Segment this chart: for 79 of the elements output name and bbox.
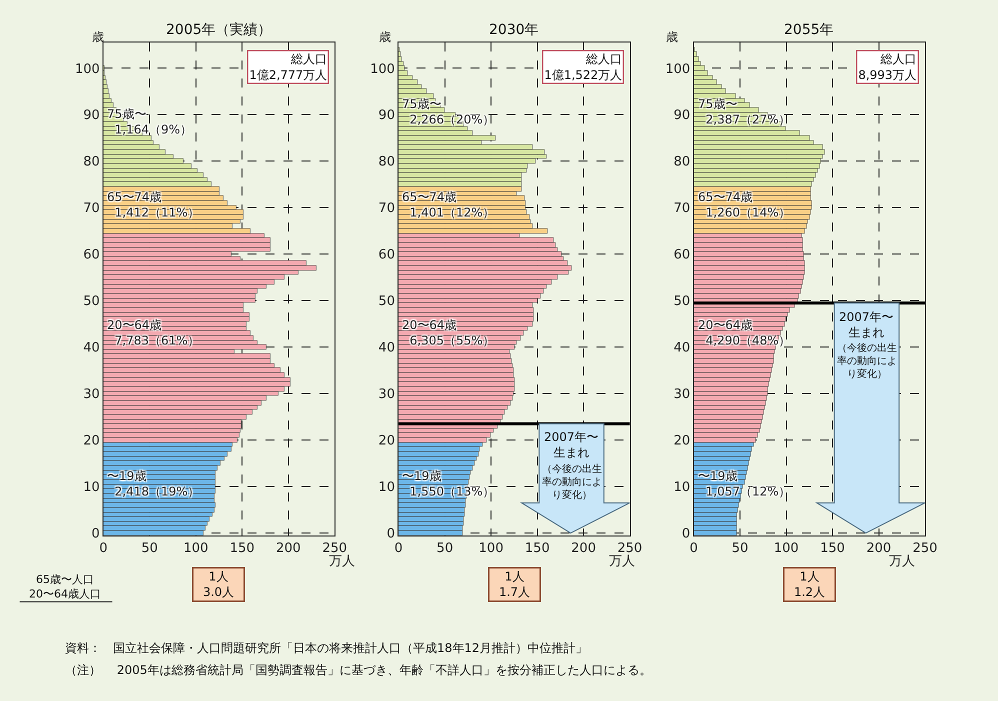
annotation: 2007年〜生まれ [544,430,599,460]
y-tick-label: 40 [378,340,395,356]
annotation: （今後の出生率の動向により変化） [542,463,602,501]
y-tick-label: 0 [92,526,100,542]
annotation: 65〜74歳 1,401（12%） [402,190,495,220]
y-tick-label: 70 [378,201,395,216]
y-tick-label: 30 [83,387,100,402]
x-tick-label: 150 [230,540,255,556]
x-tick-label: 250 [912,540,938,556]
y-tick-label: 10 [83,480,100,496]
y-tick-label: 30 [378,387,395,402]
y-tick-label: 50 [378,294,395,310]
annotation: 2007年〜生まれ [839,310,894,340]
chart-title: 2005年（実績） [166,22,272,38]
x-tick-label: 50 [141,540,158,556]
y-tick-label: 50 [83,294,100,310]
y-axis-title: 歳 [379,30,391,44]
y-tick-label: 80 [83,154,100,170]
text: 1人 3.0人 [202,570,234,600]
x-tick-label: 50 [436,540,454,556]
text: 65歳〜人口 20〜64歳人口 [29,573,101,600]
x-axis-title: 万人 [889,554,915,569]
x-tick-label: 100 [183,540,208,556]
y-tick-label: 50 [674,294,690,310]
y-axis-title: 歳 [92,30,104,44]
x-tick-label: 50 [732,540,748,556]
x-tick-label: 250 [617,540,642,556]
x-tick-label: 250 [322,540,348,556]
y-tick-label: 0 [386,526,395,542]
y-tick-label: 40 [674,340,690,356]
x-tick-label: 150 [524,540,550,556]
x-axis-title: 万人 [609,554,635,569]
x-tick-label: 200 [866,540,892,556]
y-tick-label: 40 [83,340,100,356]
y-tick-label: 20 [83,434,100,449]
y-tick-label: 10 [378,480,395,496]
y-tick-label: 90 [83,108,100,124]
annotation: 〜19歳 2,418（19%） [107,469,200,499]
y-tick-label: 60 [674,248,690,263]
text: （注） 2005年は総務省統計局「国勢調査報告」に基づき、年齢「不詳人口」を按分補正した人口による。 [65,663,652,677]
annotation: 65〜74歳 1,412（11%） [107,190,200,220]
x-tick-label: 100 [478,540,504,556]
text: 1人 1.2人 [794,570,826,600]
x-tick-label: 150 [820,540,845,556]
x-tick-label: 200 [276,540,301,556]
x-axis-title: 万人 [329,554,355,569]
y-tick-label: 80 [378,154,395,170]
y-tick-label: 90 [378,108,395,124]
y-tick-label: 80 [674,154,690,170]
y-tick-label: 70 [83,201,100,216]
x-tick-label: 200 [571,540,596,556]
y-tick-label: 20 [674,434,690,449]
y-tick-label: 90 [674,108,690,124]
y-tick-label: 100 [74,62,100,77]
text: 資料： 国立社会保障・人口問題研究所「日本の将来推計人口（平成18年12月推計）中位推計」 [65,641,588,655]
y-axis-title: 歳 [666,30,678,44]
annotation: 20〜64歳 4,290（48%） [698,318,791,348]
annotation: 総人口 1億1,522万人 [544,52,622,82]
chart-title: 2030年 [489,22,539,38]
y-tick-label: 60 [378,248,395,263]
annotation: 20〜64歳 6,305（55%） [402,318,495,348]
annotation: 総人口 8,993万人 [858,52,917,82]
chart-title: 2055年 [784,22,834,38]
y-tick-label: 100 [665,62,690,77]
y-tick-label: 30 [674,387,690,402]
x-tick-label: 100 [774,540,799,556]
text: 1人 1.7人 [498,570,530,600]
y-tick-label: 100 [370,62,395,77]
annotation: 20〜64歳 7,783（61%） [107,318,200,348]
annotation: 75歳〜 2,387（27%） [698,97,791,127]
annotation: 65〜74歳 1,260（14%） [698,190,791,220]
y-tick-label: 10 [674,480,690,496]
annotation: 〜19歳 1,057（12%） [698,469,791,499]
annotation: （今後の出生率の動向により変化） [837,342,897,380]
y-tick-label: 70 [674,201,690,216]
annotation: 総人口 1億2,777万人 [249,52,328,82]
y-tick-label: 0 [682,526,690,542]
y-tick-label: 20 [378,434,395,449]
y-tick-label: 60 [83,248,100,263]
